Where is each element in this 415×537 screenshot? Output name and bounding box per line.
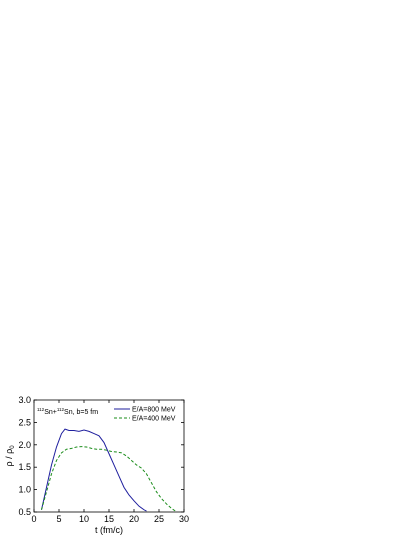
y-tick-label-1: 1.0 (18, 485, 31, 495)
x-axis-title: t (fm/c) (95, 525, 123, 535)
legend-label-800: E/A=800 MeV (132, 407, 176, 414)
x-tick-label-0: 0 (31, 514, 36, 524)
y-tick-label-0: 0.5 (18, 507, 31, 517)
y-tick-label-5: 3.0 (18, 395, 31, 405)
x-tick-label-4: 20 (129, 514, 139, 524)
y-tick-label-3: 2.0 (18, 440, 31, 450)
y-axis-title: ρ / ρ0 (4, 445, 16, 467)
x-tick-label-5: 25 (154, 514, 164, 524)
y-tick-label-2: 1.5 (18, 462, 31, 472)
annotation-part1: Sn+ (44, 409, 57, 416)
x-tick-label-3: 15 (104, 514, 114, 524)
annotation-sup2: 112 (57, 407, 65, 412)
y-axis-title-main: ρ / ρ (4, 449, 14, 467)
x-tick-label-2: 10 (79, 514, 89, 524)
y-axis-title-subscript: 0 (10, 445, 16, 449)
annotation-part2: Sn, b=5 fm (64, 409, 98, 416)
series-line-1 (41, 446, 176, 512)
y-tick-label-4: 2.5 (18, 417, 31, 427)
annotation-text: 112Sn+112Sn, b=5 fm (37, 407, 98, 416)
x-tick-label-1: 5 (56, 514, 61, 524)
x-tick-label-6: 30 (179, 514, 189, 524)
annotation-sup1: 112 (37, 407, 45, 412)
axis-ticks: 0 5 10 15 20 25 30 0.5 1.0 1.5 2.0 2.5 3.0 (18, 395, 189, 524)
legend: E/A=800 MeV E/A=400 MeV (114, 407, 176, 423)
legend-label-400: E/A=400 MeV (132, 416, 176, 423)
series-group (41, 428, 176, 512)
series-line-0 (41, 428, 147, 512)
